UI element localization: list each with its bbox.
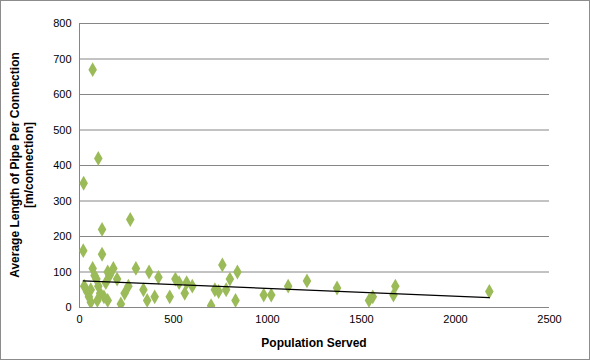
svg-text:Average Length of Pipe Per Con: Average Length of Pipe Per Connection[m/… bbox=[8, 52, 36, 278]
svg-text:500: 500 bbox=[53, 124, 71, 136]
svg-text:200: 200 bbox=[53, 230, 71, 242]
svg-text:0: 0 bbox=[65, 301, 71, 313]
svg-text:2000: 2000 bbox=[443, 313, 467, 325]
svg-text:300: 300 bbox=[53, 195, 71, 207]
svg-text:0: 0 bbox=[76, 313, 82, 325]
svg-text:Population Served: Population Served bbox=[261, 336, 366, 350]
svg-text:1000: 1000 bbox=[255, 313, 279, 325]
svg-text:1500: 1500 bbox=[349, 313, 373, 325]
svg-text:2500: 2500 bbox=[537, 313, 561, 325]
svg-text:100: 100 bbox=[53, 266, 71, 278]
svg-text:800: 800 bbox=[53, 17, 71, 29]
svg-text:600: 600 bbox=[53, 88, 71, 100]
svg-text:500: 500 bbox=[164, 313, 182, 325]
svg-text:700: 700 bbox=[53, 53, 71, 65]
svg-text:400: 400 bbox=[53, 159, 71, 171]
